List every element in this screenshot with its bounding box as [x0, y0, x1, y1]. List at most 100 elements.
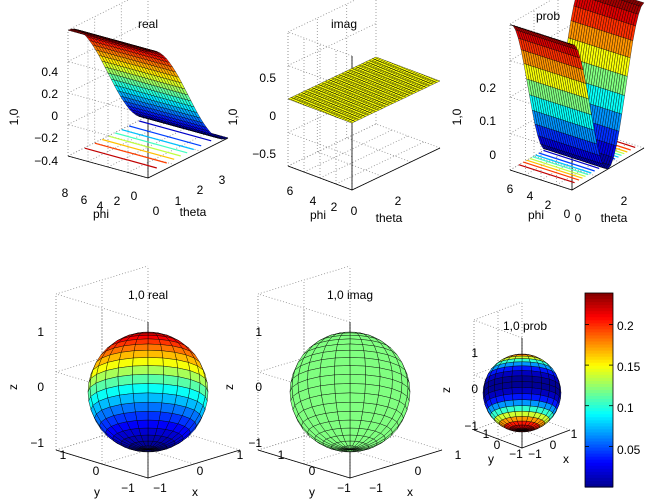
- sphere-patch: [161, 393, 177, 405]
- sphere-patch: [521, 399, 532, 407]
- panel-imag-sphere: 1,0 imag z 1 0 −1 1 0 −1 y −1 0 1 x: [222, 265, 462, 499]
- colorbar-cell: [585, 396, 613, 400]
- grid-line: [473, 301, 523, 321]
- sphere-patch: [334, 349, 351, 359]
- contour-line: [139, 120, 212, 142]
- contour-line: [523, 161, 580, 181]
- contour-line: [108, 135, 181, 157]
- colorbar-cell: [585, 468, 613, 473]
- ytick-sphere-real-0: 1: [60, 448, 67, 462]
- ylabel-sphere-imag: y: [309, 485, 315, 499]
- ytick-prob-2: 2: [545, 198, 552, 212]
- colorbar-cell: [585, 432, 613, 437]
- xtick-sphere-real-0: −1: [153, 481, 167, 495]
- zlabel-sphere-prob: z: [439, 387, 453, 393]
- grid-line: [55, 293, 149, 323]
- colorbar-cell: [585, 405, 613, 409]
- ztick-prob-2: 0: [489, 148, 496, 162]
- sphere-patch: [521, 405, 531, 412]
- xtick-sphere-imag-2: 1: [455, 448, 462, 462]
- sphere-patch: [349, 392, 366, 404]
- ytick-imag-2: 2: [331, 200, 338, 214]
- sphere-patch: [513, 358, 523, 363]
- ytick-real-0: 8: [62, 186, 69, 200]
- zlabel-imag: 1,0: [226, 108, 240, 125]
- colorbar-cell: [585, 362, 613, 367]
- xlabel-imag: theta: [376, 211, 403, 225]
- grid-line: [67, 61, 149, 84]
- grid-line: [375, 123, 441, 149]
- y-axis-line: [509, 169, 573, 191]
- ytick-real-4: 0: [131, 189, 138, 203]
- sphere-patch: [334, 357, 351, 367]
- contour-line: [543, 149, 600, 169]
- contour-line: [529, 157, 586, 177]
- sphere-patch: [521, 410, 530, 417]
- ylabel-sphere-real: y: [94, 485, 100, 499]
- colorbar: 0.2 0.15 0.1 0.05: [584, 292, 641, 488]
- grid-line: [287, 0, 356, 33]
- xlabel-real: theta: [180, 205, 207, 219]
- x-axis-line: [351, 147, 441, 191]
- colorbar-cell: [585, 453, 613, 458]
- grid-line: [473, 319, 523, 339]
- colorbar-cell: [585, 423, 613, 427]
- ytick-real-3: 2: [114, 194, 121, 208]
- sphere-patch: [349, 349, 366, 359]
- y-axis-line: [257, 449, 351, 479]
- colorbar-tick-3: 0.05: [617, 443, 641, 457]
- grid-line: [67, 0, 129, 31]
- surface-quad: [602, 0, 607, 4]
- sphere-patch: [118, 383, 134, 396]
- sphere-patch: [338, 334, 351, 340]
- grid-line: [317, 151, 382, 177]
- sphere-patch: [511, 375, 523, 383]
- sphere-patch: [521, 358, 531, 363]
- colorbar-cell: [585, 386, 613, 391]
- sphere-patch: [349, 338, 363, 345]
- sphere-patch: [521, 361, 532, 367]
- ytick-sphere-real-2: −1: [121, 481, 135, 495]
- ytick-sphere-real-1: 0: [93, 464, 100, 478]
- grid-line: [287, 31, 353, 57]
- surface-quad: [624, 0, 629, 3]
- contour-line: [129, 125, 202, 147]
- colorbar-cell: [585, 296, 613, 300]
- xtick-sphere-prob-2: 1: [571, 427, 578, 441]
- sphere-patch: [132, 357, 149, 367]
- colorbar-cell: [585, 308, 613, 312]
- zlabel-sphere-real: z: [6, 384, 20, 390]
- sphere-patch: [321, 393, 337, 405]
- sphere-patch: [334, 392, 351, 404]
- sphere-patch: [338, 419, 351, 429]
- colorbar-cell: [585, 444, 613, 449]
- contour-line: [84, 147, 157, 169]
- surface-real: [67, 28, 229, 169]
- grid-line: [509, 96, 573, 118]
- surface-quad: [221, 136, 229, 140]
- contour-line: [115, 132, 188, 154]
- contour-line: [121, 129, 194, 151]
- sphere-patch: [521, 375, 533, 383]
- grid-line: [257, 293, 351, 323]
- grid-line: [257, 421, 351, 451]
- surface-quad: [638, 1, 645, 7]
- colorbar-cell: [585, 417, 613, 421]
- sphere-imag: [289, 331, 411, 453]
- surface-quad: [604, 0, 610, 5]
- panel-real-surface: real 1,0 0.4 0.2 0 −0.2 −0.4 8 6 4 2 0 p…: [7, 0, 229, 221]
- sphere-patch: [147, 401, 163, 413]
- colorbar-cell: [585, 368, 613, 373]
- sphere-patch: [335, 401, 351, 413]
- sphere-patch: [132, 392, 149, 404]
- ytick-sphere-prob-0: 1: [483, 427, 490, 441]
- sphere-patch: [147, 411, 161, 421]
- y-axis-line: [473, 429, 523, 449]
- sphere-patch: [132, 365, 149, 376]
- xtick-prob-1: 2: [621, 194, 628, 208]
- colorbar-cell: [585, 420, 613, 424]
- grid-line: [67, 124, 149, 147]
- sphere-patch: [349, 357, 366, 367]
- sphere-patch: [147, 357, 164, 367]
- sphere-patch: [147, 419, 160, 429]
